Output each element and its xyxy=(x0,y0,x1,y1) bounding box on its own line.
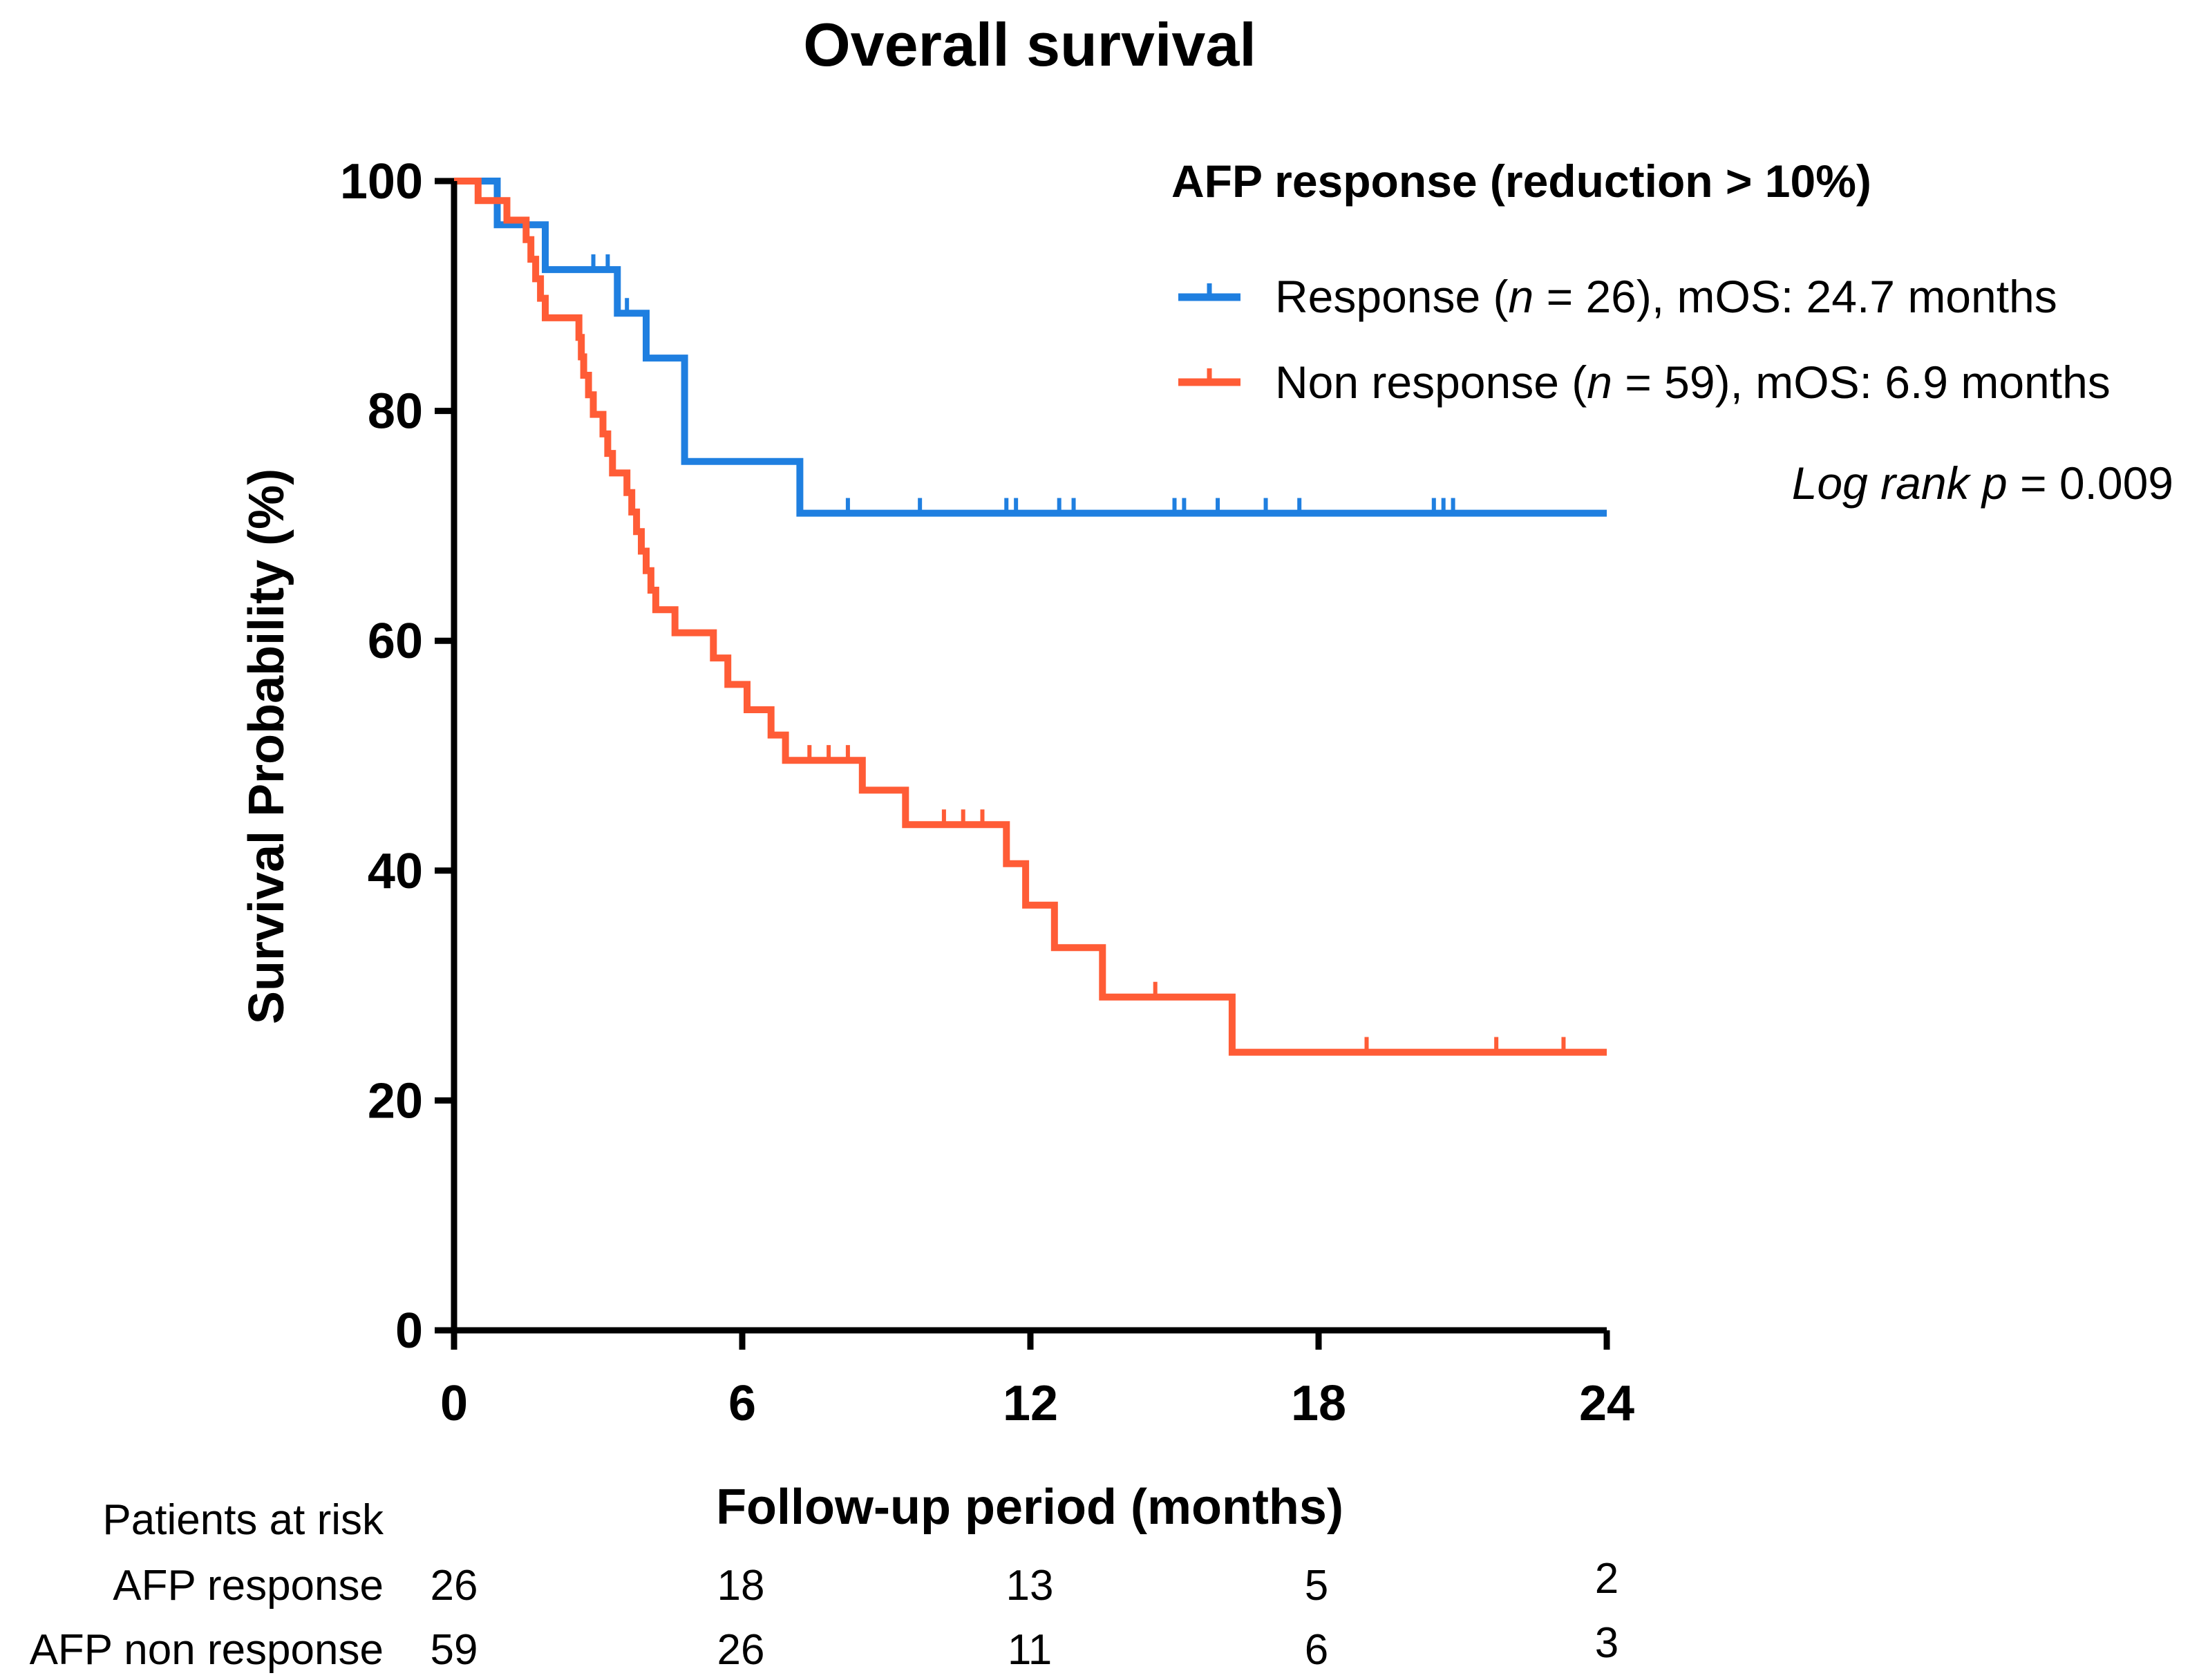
x-tick-label: 24 xyxy=(1579,1376,1634,1431)
y-tick-label: 0 xyxy=(395,1303,423,1359)
risk-table-header: Patients at risk xyxy=(102,1496,384,1544)
legend: AFP response (reduction > 10%) Response … xyxy=(1171,155,2173,509)
x-tick-label: 6 xyxy=(728,1376,756,1431)
legend-title: AFP response (reduction > 10%) xyxy=(1171,155,1871,207)
y-axis-ticks: 0 20 40 60 80 100 xyxy=(340,154,454,1359)
log-rank-annotation: Log rank p = 0.009 xyxy=(1792,457,2173,509)
y-tick-label: 100 xyxy=(340,154,423,209)
x-tick-label: 0 xyxy=(440,1376,468,1431)
survival-line-non-response xyxy=(454,178,1607,1056)
y-tick-label: 80 xyxy=(368,384,423,440)
y-tick-label: 20 xyxy=(368,1073,423,1129)
risk-value: 59 xyxy=(431,1626,478,1674)
risk-value: 2 xyxy=(1595,1555,1619,1603)
x-axis-ticks: 0 6 12 18 24 xyxy=(440,1330,1634,1431)
survival-curves xyxy=(454,178,1607,1056)
risk-row-label-response: AFP response xyxy=(113,1562,384,1610)
x-tick-label: 12 xyxy=(1003,1376,1058,1431)
risk-value: 26 xyxy=(717,1626,765,1674)
risk-row-label-non-response: AFP non response xyxy=(30,1626,384,1674)
survival-line-response xyxy=(454,178,1607,517)
risk-value: 18 xyxy=(717,1562,765,1610)
y-tick-label: 60 xyxy=(368,614,423,669)
legend-label-non-response: Non response (n = 59), mOS: 6.9 months xyxy=(1275,357,2111,408)
x-tick-label: 18 xyxy=(1291,1376,1346,1431)
risk-value: 26 xyxy=(431,1562,478,1610)
risk-value: 11 xyxy=(1008,1626,1052,1674)
risk-value: 6 xyxy=(1305,1626,1328,1674)
y-tick-label: 40 xyxy=(368,844,423,899)
y-axis-label: Survival Probability (%) xyxy=(239,469,294,1024)
risk-value: 3 xyxy=(1595,1619,1619,1667)
legend-label-response: Response (n = 26), mOS: 24.7 months xyxy=(1275,271,2057,322)
risk-value: 5 xyxy=(1305,1562,1328,1610)
risk-table: Patients at risk AFP response AFP non re… xyxy=(30,1496,1619,1674)
x-axis-label: Follow-up period (months) xyxy=(716,1480,1343,1535)
chart-title: Overall survival xyxy=(803,10,1256,79)
risk-value: 13 xyxy=(1006,1562,1054,1610)
